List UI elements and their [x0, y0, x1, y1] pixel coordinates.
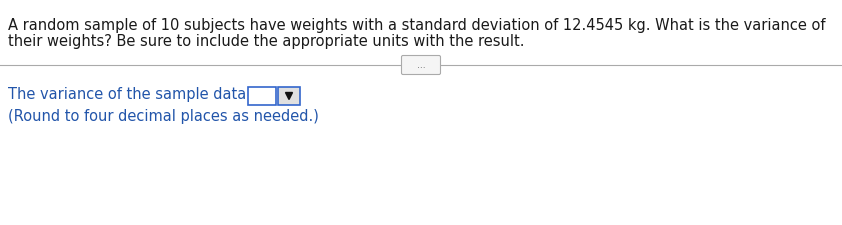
Text: The variance of the sample data is: The variance of the sample data is: [8, 87, 263, 102]
Text: their weights? Be sure to include the appropriate units with the result.: their weights? Be sure to include the ap…: [8, 34, 525, 49]
Text: ...: ...: [417, 61, 425, 70]
Text: (Round to four decimal places as needed.): (Round to four decimal places as needed.…: [8, 109, 319, 124]
FancyBboxPatch shape: [278, 87, 300, 105]
Polygon shape: [285, 92, 292, 99]
FancyBboxPatch shape: [402, 56, 440, 74]
Text: A random sample of 10 subjects have weights with a standard deviation of 12.4545: A random sample of 10 subjects have weig…: [8, 18, 825, 33]
FancyBboxPatch shape: [248, 87, 276, 105]
